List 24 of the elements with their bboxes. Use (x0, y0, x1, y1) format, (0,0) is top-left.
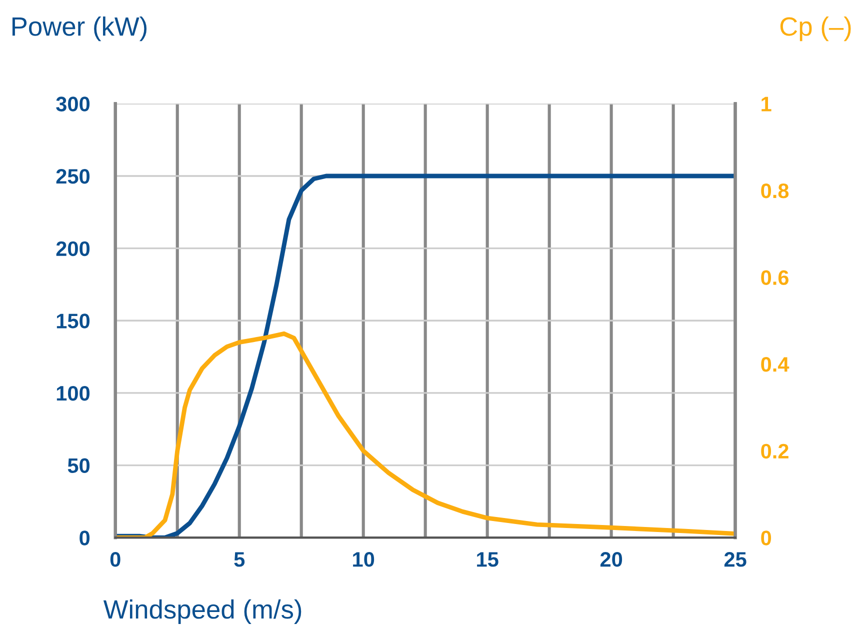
y-tick-label: 100 (56, 386, 90, 401)
line-series (115, 331, 736, 538)
line-series (115, 174, 736, 538)
y2-tick-label: 0.8 (761, 183, 789, 198)
y-tick-label: 250 (56, 169, 90, 184)
y2-axis-title: Cp (–) (780, 16, 851, 42)
y2-tick-label: 0.2 (761, 444, 788, 459)
x-tick-label: 15 (477, 552, 498, 567)
x-tick-label: 25 (724, 552, 746, 567)
x-tick-label: 10 (353, 552, 374, 567)
y-tick-label: 200 (56, 241, 90, 256)
x-tick-label: 5 (234, 552, 245, 567)
y2-tick-label: 1 (762, 96, 772, 112)
y-tick-label: 300 (56, 96, 90, 112)
y2-tick-label: 0.4 (761, 357, 790, 372)
x-tick-label: 20 (600, 552, 622, 567)
y2-tick-label: 0.6 (761, 270, 788, 285)
y-axis-title: Power (kW) (12, 16, 146, 42)
y2-tick-label: 0 (761, 530, 772, 546)
x-axis-title: Windspeed (m/s) (103, 599, 302, 624)
y-tick-label: 150 (56, 314, 90, 328)
x-tick-label: 0 (110, 552, 120, 567)
y-tick-label: 0 (80, 530, 90, 546)
y-tick-label: 50 (68, 458, 90, 474)
